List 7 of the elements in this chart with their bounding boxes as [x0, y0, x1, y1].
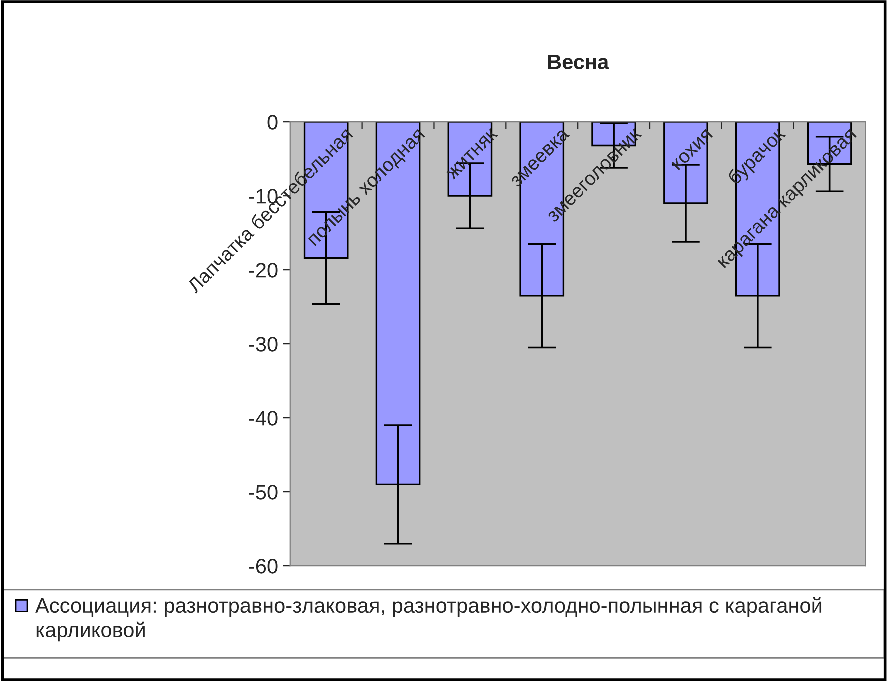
- y-tick-label: 0: [268, 115, 278, 130]
- y-tick-label: -50: [249, 485, 278, 500]
- y-tick-label: -30: [249, 337, 278, 352]
- y-tick-label: -60: [249, 559, 278, 574]
- chart-title: Весна: [548, 54, 610, 70]
- y-tick-label: -40: [249, 411, 278, 426]
- legend-label: Ассоциация: разнотравно-злаковая, разнотравно-холодно-полынная с караганой карликовой: [36, 597, 822, 642]
